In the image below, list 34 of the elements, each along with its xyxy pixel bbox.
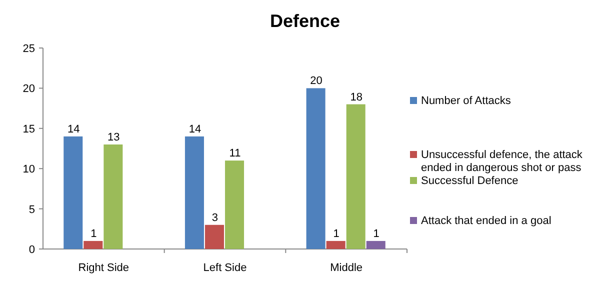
data-label: 3 <box>212 212 218 224</box>
chart-title: Defence <box>270 11 340 31</box>
legend-label: Successful Defence <box>421 175 518 187</box>
bar <box>204 224 224 249</box>
y-tick-label: 20 <box>22 83 35 96</box>
bar <box>104 144 123 249</box>
bar <box>326 240 346 249</box>
x-tick-label: Left Side <box>203 262 247 274</box>
bar <box>64 136 83 249</box>
legend-label: Unsuccessful defence, the attack ended in dangerous shot or pass <box>421 149 583 174</box>
y-tick-label: 25 <box>22 43 35 55</box>
y-tick-label: 5 <box>28 204 35 216</box>
legend-label: Number of Attacks <box>421 95 512 107</box>
data-label: 1 <box>333 228 340 240</box>
x-tick-label: Right Side <box>78 262 130 274</box>
bar <box>346 104 366 249</box>
bar <box>366 240 386 249</box>
bar <box>225 160 244 249</box>
data-label: 13 <box>108 131 120 144</box>
data-label: 1 <box>90 228 97 240</box>
data-label: 11 <box>229 148 241 160</box>
data-label: 1 <box>373 228 380 240</box>
bar <box>306 88 326 249</box>
legend-label: Attack that ended in a goal <box>421 215 552 227</box>
bar <box>84 240 103 249</box>
x-tick-label: Middle <box>330 262 363 274</box>
bar <box>184 136 204 249</box>
data-label: 14 <box>188 123 202 136</box>
y-tick-label: 15 <box>22 123 35 136</box>
y-tick-label: 0 <box>28 244 35 256</box>
y-tick-label: 10 <box>22 164 35 176</box>
data-label: 14 <box>68 123 80 136</box>
data-label: 18 <box>350 91 362 104</box>
data-label: 20 <box>310 75 322 88</box>
